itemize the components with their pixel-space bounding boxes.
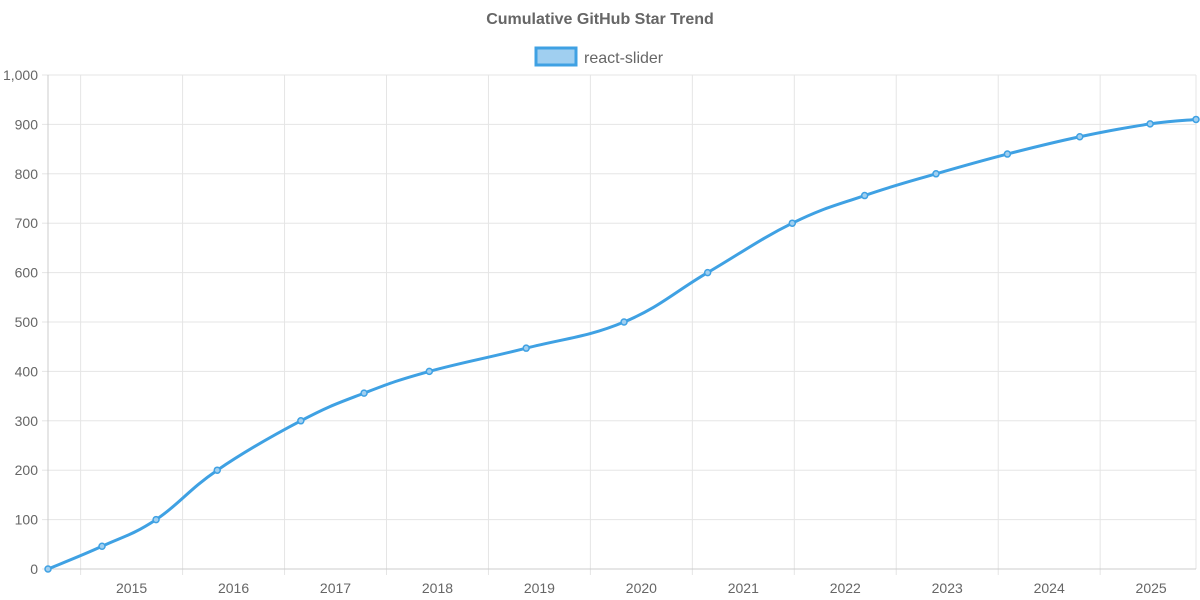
- x-tick-label: 2017: [320, 580, 351, 596]
- data-point[interactable]: [360, 389, 368, 397]
- x-tick-label: 2024: [1034, 580, 1065, 596]
- y-axis-ticks: 0 100 200 300 400 500 600 700 800 900 1,000: [3, 67, 38, 577]
- data-point[interactable]: [1076, 133, 1084, 141]
- series-line-react-slider: [46, 117, 1198, 571]
- data-point[interactable]: [213, 466, 221, 474]
- x-tick-label: 2020: [626, 580, 657, 596]
- legend-swatch-react-slider[interactable]: [534, 46, 578, 67]
- data-point[interactable]: [98, 542, 106, 551]
- data-point[interactable]: [1192, 115, 1200, 124]
- x-tick-label: 2023: [932, 580, 963, 596]
- data-point[interactable]: [932, 170, 940, 178]
- series-react-slider: [44, 115, 1200, 573]
- x-tick-label: 2021: [728, 580, 759, 596]
- x-tick-label: 2025: [1136, 580, 1167, 596]
- y-tick-label: 700: [15, 215, 39, 231]
- y-tick-label: 0: [30, 561, 38, 577]
- x-tick-label: 2022: [830, 580, 861, 596]
- x-tick-label: 2019: [524, 580, 555, 596]
- data-point[interactable]: [860, 191, 869, 200]
- x-tick-label: 2016: [218, 580, 249, 596]
- x-tick-label: 2015: [116, 580, 147, 596]
- data-point[interactable]: [1146, 120, 1154, 128]
- y-tick-label: 500: [15, 314, 39, 330]
- x-axis-ticks: 2015 2016 2017 2018 2019 2020 2021 2022 2023 2024…: [116, 580, 1167, 596]
- y-tick-label: 800: [15, 166, 39, 182]
- y-tick-label: 1,000: [3, 67, 38, 83]
- y-tick-label: 600: [15, 265, 39, 281]
- data-point[interactable]: [703, 268, 712, 277]
- legend-label-react-slider[interactable]: react-slider: [584, 50, 664, 67]
- data-point[interactable]: [1003, 150, 1012, 158]
- y-tick-label: 300: [15, 413, 39, 429]
- x-tick-label: 2018: [422, 580, 453, 596]
- y-tick-label: 200: [15, 462, 39, 478]
- legend[interactable]: react-slider: [534, 46, 664, 67]
- grid: [42, 74, 1197, 575]
- data-point[interactable]: [522, 344, 530, 352]
- chart-title: Cumulative GitHub Star Trend: [486, 11, 714, 28]
- data-point[interactable]: [788, 219, 797, 227]
- y-tick-label: 900: [15, 116, 39, 132]
- data-point[interactable]: [152, 515, 160, 524]
- data-point[interactable]: [620, 318, 628, 326]
- axes: [47, 75, 1196, 570]
- data-point[interactable]: [425, 367, 434, 376]
- data-point[interactable]: [297, 417, 305, 425]
- data-point[interactable]: [44, 565, 52, 573]
- y-tick-label: 400: [15, 363, 39, 379]
- y-tick-label: 100: [15, 512, 39, 528]
